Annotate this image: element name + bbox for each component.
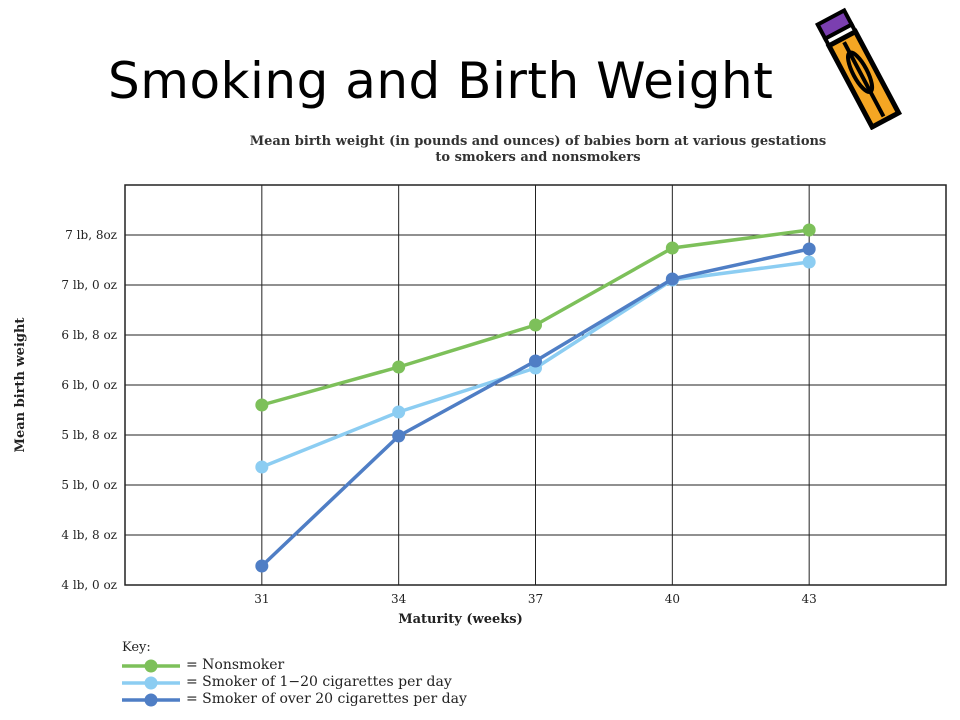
y-tick-label: 5 lb, 8 oz <box>61 428 117 442</box>
x-tick-label: 43 <box>802 592 817 606</box>
y-tick-label: 7 lb, 0 oz <box>61 278 117 292</box>
series-1 <box>255 223 816 412</box>
data-point <box>392 429 406 443</box>
x-tick-label: 34 <box>391 592 407 606</box>
data-point <box>665 272 679 286</box>
series-layer <box>255 223 816 573</box>
data-point <box>255 398 269 412</box>
legend-entry: = Nonsmoker <box>122 657 284 674</box>
legend-label: = Nonsmoker <box>186 657 285 673</box>
x-axis-label: Maturity (weeks) <box>398 612 523 627</box>
chart-title-line-2: to smokers and nonsmokers <box>435 150 641 165</box>
y-axis-label: Mean birth weight <box>13 318 28 453</box>
data-point <box>392 405 406 419</box>
x-tick-label: 37 <box>528 592 543 606</box>
data-point <box>802 223 816 237</box>
chart-title-line-1: Mean birth weight (in pounds and ounces)… <box>249 134 827 149</box>
legend-entry: = Smoker of over 20 cigarettes per day <box>122 691 467 708</box>
series-3 <box>255 242 816 573</box>
legend-swatch <box>122 693 180 707</box>
y-tick-label: 6 lb, 0 oz <box>61 378 117 392</box>
y-tick-label: 4 lb, 8 oz <box>61 528 117 542</box>
y-tick-label: 7 lb, 8oz <box>65 228 117 242</box>
legend-swatch <box>122 659 180 673</box>
x-tick-label: 40 <box>665 592 680 606</box>
y-axis-ticks: 4 lb, 0 oz 4 lb, 8 oz 5 lb, 0 oz 5 lb, 8 oz… <box>61 228 117 592</box>
legend: Key: = Nonsmoker = Smoker of 1−20 cigaret… <box>122 640 467 708</box>
data-point <box>529 354 542 368</box>
data-point <box>392 360 406 374</box>
legend-label: = Smoker of 1−20 cigarettes per day <box>186 674 452 690</box>
data-point <box>255 559 269 573</box>
pencil-icon <box>814 7 903 130</box>
legend-swatch <box>122 676 180 690</box>
data-point <box>255 460 269 474</box>
data-point <box>802 242 816 256</box>
plot-frame <box>124 184 947 586</box>
slide-title: Smoking and Birth Weight <box>108 52 774 110</box>
chart-title: Mean birth weight (in pounds and ounces)… <box>150 134 926 166</box>
legend-heading: Key: <box>122 640 151 655</box>
data-point <box>802 255 816 269</box>
x-tick-label: 31 <box>254 592 269 606</box>
y-tick-label: 4 lb, 0 oz <box>61 578 117 592</box>
legend-entry: = Smoker of 1−20 cigarettes per day <box>122 674 452 691</box>
legend-label: = Smoker of over 20 cigarettes per day <box>186 691 467 707</box>
grid-lines <box>125 185 946 586</box>
x-axis-ticks: 31 34 37 40 43 <box>254 592 817 606</box>
legend-rows: = Nonsmoker = Smoker of 1−20 cigarettes p… <box>122 657 467 708</box>
y-tick-label: 6 lb, 8 oz <box>61 328 117 342</box>
y-tick-label: 5 lb, 0 oz <box>61 478 117 492</box>
data-point <box>665 241 679 255</box>
data-point <box>529 318 542 332</box>
